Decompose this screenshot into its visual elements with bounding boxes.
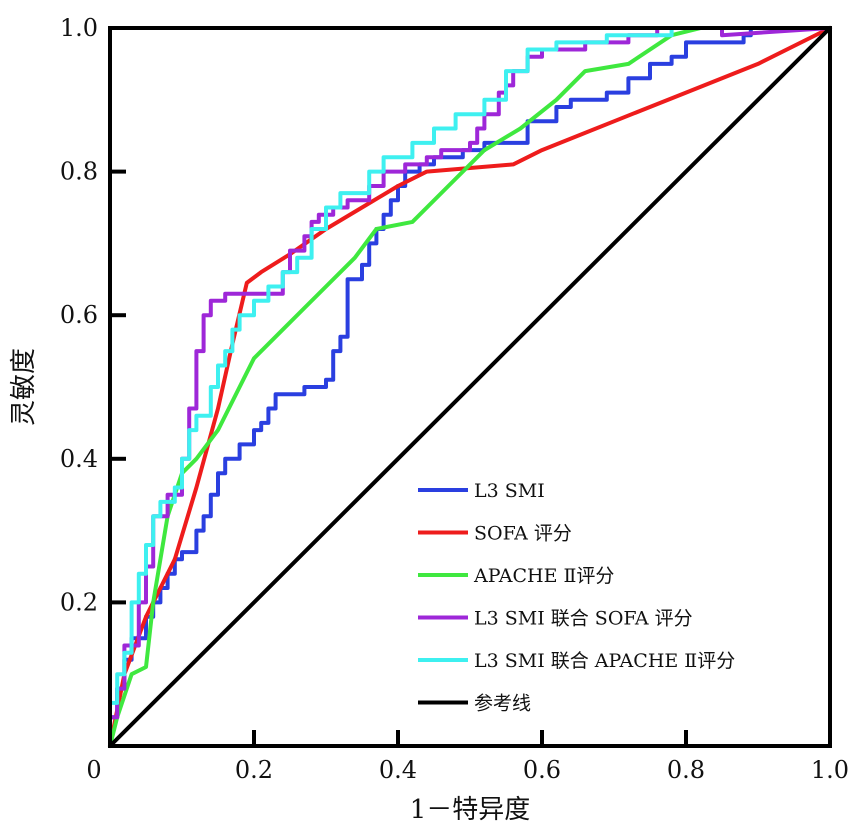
series-line-4 — [108, 26, 832, 748]
y-tick-label: 0.8 — [60, 158, 98, 186]
legend-label-3: L3 SMI 联合 SOFA 评分 — [474, 608, 693, 630]
series-line-2 — [108, 26, 832, 748]
series-line-1 — [108, 26, 832, 748]
y-tick-label: 0.4 — [60, 445, 98, 473]
y-axis-title: 灵敏度 — [9, 348, 39, 426]
y-tick-label: 0.2 — [60, 588, 98, 616]
ticks-layer: 0 0.2 0.4 0.6 0.8 1.0 0.2 0.4 0.6 0.8 1.0 — [60, 14, 849, 784]
x-tick-label: 0.2 — [235, 756, 273, 784]
legend-label-5: 参考线 — [474, 693, 531, 715]
legend-label-0: L3 SMI — [474, 480, 545, 502]
series-layer — [108, 26, 832, 748]
x-tick-label: 0 — [86, 756, 101, 784]
legend-label-1: SOFA 评分 — [474, 523, 572, 545]
x-axis-title: 1－特异度 — [410, 795, 531, 825]
y-tick-label: 1.0 — [60, 14, 98, 42]
legend: L3 SMI SOFA 评分 APACHE Ⅱ评分 L3 SMI 联合 SOFA 评分… — [418, 480, 735, 715]
x-tick-label: 0.4 — [379, 756, 417, 784]
plot-frame — [108, 26, 832, 748]
x-tick-label: 0.8 — [667, 756, 705, 784]
y-tick-label: 0.6 — [60, 301, 98, 329]
x-tick-label: 0.6 — [523, 756, 561, 784]
x-tick-label: 1.0 — [811, 756, 849, 784]
series-line-0 — [108, 26, 832, 748]
series-line-5 — [108, 26, 832, 748]
legend-label-4: L3 SMI 联合 APACHE Ⅱ评分 — [474, 650, 735, 672]
legend-label-2: APACHE Ⅱ评分 — [473, 565, 614, 587]
